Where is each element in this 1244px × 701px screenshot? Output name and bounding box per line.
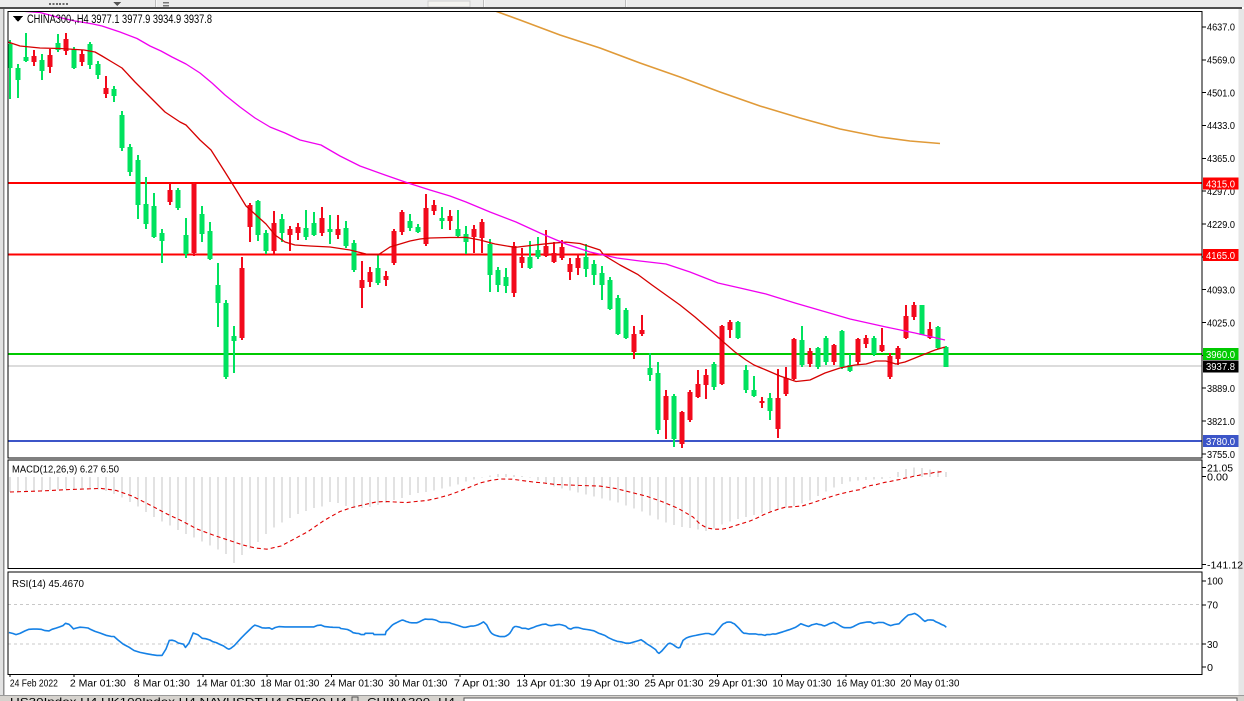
svg-text:4501.0: 4501.0 [1207, 88, 1235, 99]
svg-text:4569.0: 4569.0 [1207, 56, 1235, 67]
svg-text:7 Apr 01:30: 7 Apr 01:30 [454, 679, 510, 690]
svg-text:RSI(14) 45.4670: RSI(14) 45.4670 [12, 578, 84, 590]
svg-text:4229.0: 4229.0 [1207, 220, 1235, 231]
svg-text:20 May 01:30: 20 May 01:30 [900, 679, 959, 690]
svg-text:0.00: 0.00 [1207, 472, 1228, 483]
svg-text:70: 70 [1207, 601, 1218, 612]
svg-text:CHINA300-,H4 3977.1 3977.9 39: CHINA300-,H4 3977.1 3977.9 3934.9 3937.8 [27, 14, 212, 26]
svg-text:4433.0: 4433.0 [1207, 121, 1235, 132]
svg-text:4093.0: 4093.0 [1207, 286, 1235, 297]
svg-text:4637.0: 4637.0 [1207, 23, 1235, 34]
svg-text:3960.0: 3960.0 [1206, 350, 1235, 361]
svg-text:10 May 01:30: 10 May 01:30 [772, 679, 831, 690]
svg-text:30 Mar 01:30: 30 Mar 01:30 [388, 679, 447, 690]
svg-text:3889.0: 3889.0 [1207, 384, 1235, 395]
svg-text:21.05: 21.05 [1207, 463, 1233, 474]
svg-text:4315.0: 4315.0 [1206, 179, 1235, 190]
svg-text:0: 0 [1207, 663, 1213, 674]
svg-text:3821.0: 3821.0 [1207, 417, 1235, 428]
svg-text:8 Mar 01:30: 8 Mar 01:30 [134, 679, 190, 690]
svg-text:29 Apr 01:30: 29 Apr 01:30 [708, 679, 767, 690]
svg-text:100: 100 [1207, 577, 1223, 588]
svg-text:4025.0: 4025.0 [1207, 318, 1235, 329]
svg-text:24 Feb 2022: 24 Feb 2022 [10, 679, 58, 690]
svg-text:2 Mar 01:30: 2 Mar 01:30 [70, 679, 126, 690]
svg-text:MACD(12,26,9) 6.27 6.50: MACD(12,26,9) 6.27 6.50 [12, 464, 119, 476]
svg-text:30: 30 [1207, 640, 1218, 651]
svg-text:13 Apr 01:30: 13 Apr 01:30 [516, 679, 575, 690]
svg-text:25 Apr 01:30: 25 Apr 01:30 [644, 679, 703, 690]
svg-text:CHINA300-,H4: CHINA300-,H4 [367, 697, 455, 701]
svg-text:3780.0: 3780.0 [1206, 437, 1235, 448]
svg-text:-141.12: -141.12 [1207, 561, 1243, 572]
svg-text:14 Mar 01:30: 14 Mar 01:30 [196, 679, 255, 690]
svg-text:16 May 01:30: 16 May 01:30 [836, 679, 895, 690]
svg-text:4297.0: 4297.0 [1207, 187, 1235, 198]
svg-text:19 Apr 01:30: 19 Apr 01:30 [580, 679, 639, 690]
svg-text:3937.8: 3937.8 [1206, 362, 1235, 373]
svg-text:3755.0: 3755.0 [1207, 450, 1235, 461]
svg-text:18 Mar 01:30: 18 Mar 01:30 [260, 679, 319, 690]
svg-text:4365.0: 4365.0 [1207, 154, 1235, 165]
svg-text:4165.0: 4165.0 [1206, 251, 1235, 262]
svg-text:24 Mar 01:30: 24 Mar 01:30 [324, 679, 383, 690]
svg-text:US30Index,H4 UK100Index,H4: US30Index,H4 UK100Index,H4 NAVUSDT,H4 SP… [10, 697, 347, 701]
